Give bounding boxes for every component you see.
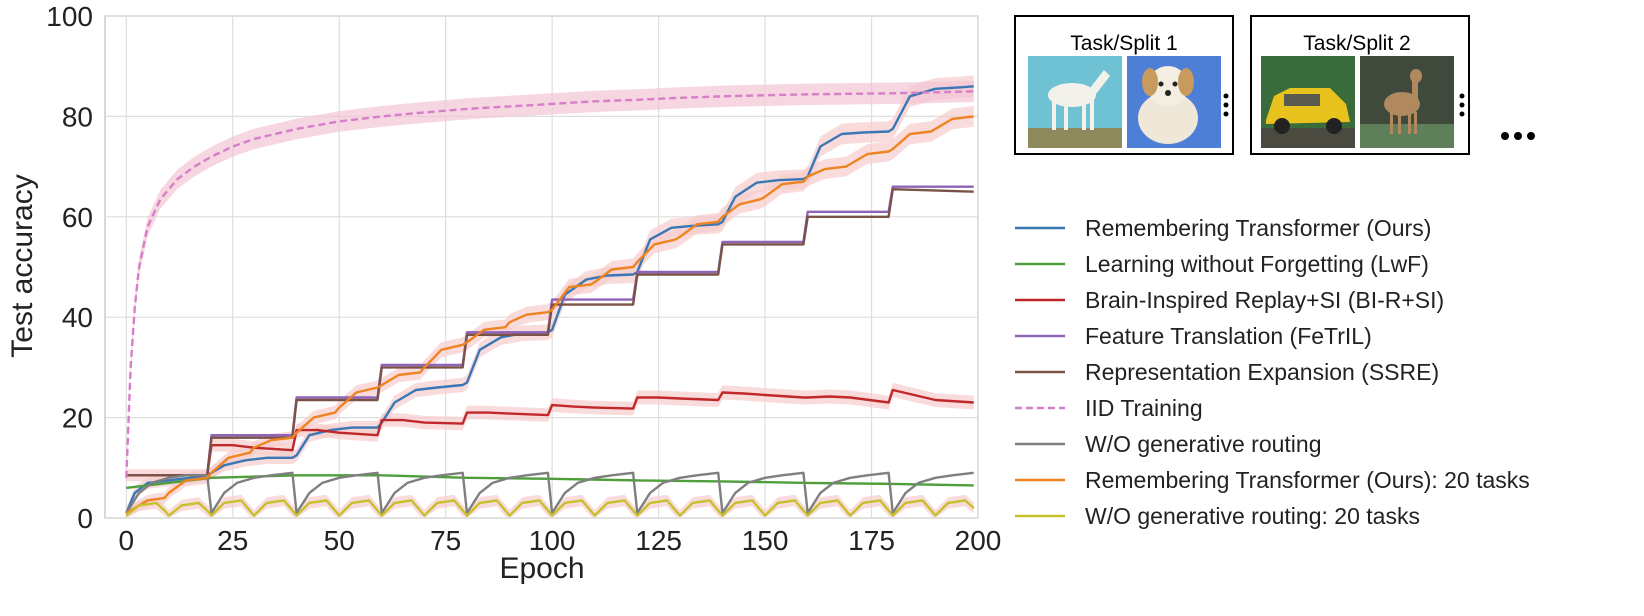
legend: Remembering Transformer (Ours) Learning w… bbox=[1015, 215, 1530, 529]
x-tick-label: 125 bbox=[635, 525, 682, 556]
task-panel-2: Task/Split 2 bbox=[1250, 15, 1470, 155]
y-tick-label: 80 bbox=[62, 101, 93, 132]
more-panels-ellipsis-icon bbox=[1501, 132, 1535, 140]
task-panel-1: Task/Split 1 bbox=[1014, 15, 1234, 155]
legend-label: Feature Translation (FeTrIL) bbox=[1085, 323, 1372, 349]
band-remembering-transformer-ours bbox=[126, 75, 974, 518]
legend-label: Brain-Inspired Replay+SI (BI-R+SI) bbox=[1085, 287, 1444, 313]
x-tick-label: 100 bbox=[529, 525, 576, 556]
legend-label: W/O generative routing bbox=[1085, 431, 1322, 457]
y-tick-label: 100 bbox=[46, 1, 93, 32]
x-tick-label: 200 bbox=[955, 525, 1002, 556]
deer-photo-icon bbox=[1360, 56, 1454, 148]
legend-label: Remembering Transformer (Ours): 20 tasks bbox=[1085, 467, 1530, 493]
more-dots-icon bbox=[1459, 93, 1465, 117]
plot-area bbox=[104, 15, 979, 519]
more-dots-icon bbox=[1223, 93, 1229, 117]
series-line-iid-training bbox=[125, 90, 974, 478]
y-tick-labels: 0 20 40 60 80 100 bbox=[46, 1, 93, 534]
series-line-remembering-transformer-ours-20-tasks bbox=[125, 115, 974, 515]
x-tick-label: 150 bbox=[742, 525, 789, 556]
grid-lines bbox=[105, 15, 979, 519]
dog-photo-icon bbox=[1127, 56, 1221, 148]
legend-label: W/O generative routing: 20 tasks bbox=[1085, 503, 1420, 529]
legend-label: Learning without Forgetting (LwF) bbox=[1085, 251, 1429, 277]
x-tick-label: 0 bbox=[119, 525, 135, 556]
series-line-w-o-generative-routing bbox=[125, 471, 974, 515]
series-lines bbox=[125, 85, 975, 517]
x-tick-label: 175 bbox=[848, 525, 895, 556]
x-tick-label: 50 bbox=[324, 525, 355, 556]
horse-photo-icon bbox=[1028, 56, 1122, 148]
task-panel-2-title: Task/Split 2 bbox=[1303, 32, 1410, 55]
x-tick-label: 75 bbox=[430, 525, 461, 556]
x-tick-labels: 0 25 50 75 100 125 150 175 200 bbox=[119, 525, 1002, 556]
y-tick-label: 20 bbox=[62, 403, 93, 434]
legend-label: Representation Expansion (SSRE) bbox=[1085, 359, 1439, 385]
task-panel-1-title: Task/Split 1 bbox=[1070, 32, 1177, 55]
legend-label: IID Training bbox=[1085, 395, 1203, 421]
legend-label: Remembering Transformer (Ours) bbox=[1085, 215, 1431, 241]
car-photo-icon bbox=[1261, 56, 1355, 148]
y-tick-label: 60 bbox=[62, 202, 93, 233]
series-line-w-o-generative-routing-20-tasks bbox=[125, 499, 975, 517]
series-line-representation-expansion-ssre bbox=[126, 188, 974, 477]
x-axis-label: Epoch bbox=[499, 552, 584, 585]
x-tick-label: 25 bbox=[217, 525, 248, 556]
y-tick-label: 0 bbox=[77, 503, 93, 534]
y-tick-label: 40 bbox=[62, 302, 93, 333]
y-axis-label: Test accuracy bbox=[6, 174, 39, 357]
